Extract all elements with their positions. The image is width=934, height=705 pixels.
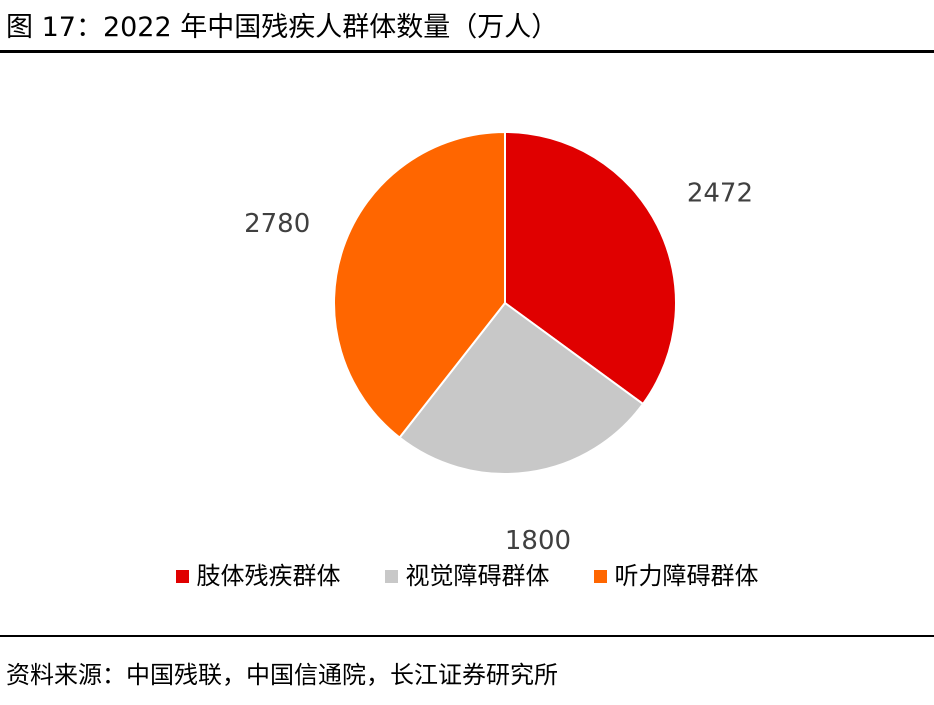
legend-label-1: 肢体残疾群体 xyxy=(196,562,341,590)
legend-swatch-3 xyxy=(593,569,607,583)
top-rule xyxy=(0,50,934,53)
legend-label-3: 听力障碍群体 xyxy=(614,562,759,590)
source-note: 资料来源：中国残联，中国信通院，长江证券研究所 xyxy=(6,661,558,689)
legend-item-1: 肢体残疾群体 xyxy=(175,560,341,592)
pie-data-label-1: 2472 xyxy=(687,178,753,208)
pie-chart: 2472 1800 2780 xyxy=(244,130,753,556)
legend-swatch-1 xyxy=(175,569,189,583)
chart-legend: 肢体残疾群体 视觉障碍群体 听力障碍群体 xyxy=(0,560,934,592)
pie-slice-2 xyxy=(398,301,645,475)
figure-title: 图 17：2022 年中国残疾人群体数量（万人） xyxy=(6,12,559,43)
pie-data-label-3: 2780 xyxy=(244,209,310,239)
pie-slice-3 xyxy=(333,130,506,440)
pie-data-label-2: 1800 xyxy=(505,526,571,556)
legend-item-3: 听力障碍群体 xyxy=(593,560,759,592)
legend-label-2: 视觉障碍群体 xyxy=(405,562,550,590)
legend-swatch-2 xyxy=(384,569,398,583)
pie-slice-1 xyxy=(504,130,677,406)
bottom-rule xyxy=(0,635,934,637)
legend-item-2: 视觉障碍群体 xyxy=(384,560,550,592)
